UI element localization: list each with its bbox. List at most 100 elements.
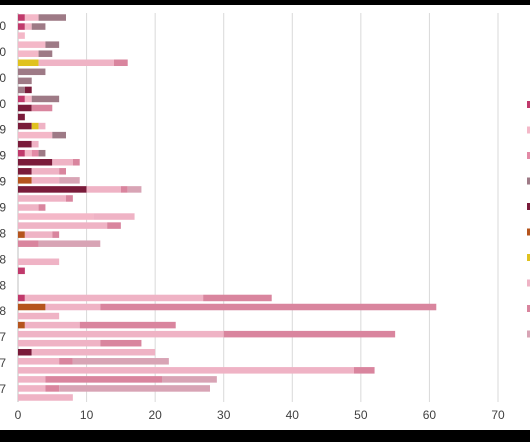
y-tick-label: 9 [0,149,6,163]
legend-swatch [527,254,530,261]
bar-segment [18,32,25,39]
legend-swatch [527,228,530,236]
y-tick-label: 8 [0,226,6,240]
bar-segment [79,321,176,329]
bar-segment [18,140,32,148]
bar-segment [38,59,115,67]
bar-segment [18,122,32,130]
y-axis-ticks: 0 0 0 0 9 9 9 9 8 8 8 8 7 7 7 [0,19,6,396]
x-tick-label: 50 [354,408,368,422]
bar-segment [18,376,46,383]
bar-segment [31,95,60,103]
legend-swatch [527,177,530,185]
bar-segment [24,23,32,30]
bar-segment [24,294,204,302]
bar-segment [18,339,101,347]
bar-segment [18,41,46,48]
bar-segment [59,168,66,175]
legend-swatch [527,152,530,159]
y-tick-label: 0 [0,19,6,33]
bar-segment [52,131,66,139]
x-axis-ticks: 0 10 20 30 40 50 60 70 [15,408,505,422]
x-tick-label: 70 [491,408,505,422]
bar-segment [31,23,46,30]
bar-segment [18,294,25,302]
bar-segment [31,104,53,112]
y-tick-label: 8 [0,304,6,318]
bar-segment [18,149,25,157]
bar-segment [59,358,73,365]
bar-segment [18,14,25,21]
bar-segment [120,186,128,193]
bar-segment [38,149,46,157]
bar-segment [18,177,32,184]
bar-segment [18,23,25,30]
bar-segment [24,149,32,157]
bar-segment [18,231,25,238]
bar-segment [31,122,39,130]
y-tick-label: 0 [0,45,6,59]
bar-segment [203,294,272,302]
bar-segment [38,14,66,21]
bar-segment [18,186,87,193]
bar-segment [354,367,375,374]
bar-segment [18,385,46,392]
y-tick-label: 0 [0,97,6,111]
legend-swatch [527,305,530,312]
y-tick-label: 9 [0,123,6,137]
bar-segment [127,186,142,193]
bar-segment [18,168,32,175]
y-tick-label: 9 [0,201,6,215]
bar-segment [66,195,73,202]
y-tick-label: 7 [0,330,6,344]
bar-segment [18,258,60,266]
bar-segment [18,95,25,103]
y-tick-label: 0 [0,71,6,85]
bar-segment [18,358,60,365]
bar-segment [18,312,60,320]
bar-segment [18,204,39,211]
bar-segment [18,394,73,401]
bar-segment [18,159,53,166]
bar-segment [18,222,108,229]
bar-segment [18,50,39,57]
bar-segment [72,159,80,166]
bar-segment [18,321,25,329]
bar-segment [24,321,80,329]
bar-segment [52,231,60,238]
bar-segment [18,348,32,356]
legend-swatch [527,101,530,108]
x-tick-label: 20 [148,408,162,422]
bar-segment [162,376,217,383]
bar-segment [18,267,25,275]
bar-segment [18,303,46,311]
bar-segment [18,77,32,85]
bar-segment [100,303,437,311]
legend-swatch [527,203,530,210]
bar-segment [86,186,121,193]
bar-segment [100,339,142,347]
legend-swatch [527,279,530,287]
bar-segment [45,385,60,392]
bar-segment [24,231,53,238]
y-tick-label: 7 [0,356,6,370]
bar-segment [107,222,121,229]
bar-segment [18,213,94,220]
bar-segment [18,131,53,139]
bar-segment [18,240,39,247]
bar-segment [18,59,39,67]
bar-segment [52,159,73,166]
bar-segment [24,95,32,103]
bars [18,14,437,401]
bar-segment [114,59,128,67]
bar-segment [18,113,25,121]
bar-segment [31,149,39,157]
bar-segment [18,68,46,76]
bar-segment [24,14,39,21]
bar-segment [45,41,60,48]
chart: 0 10 20 30 40 50 60 70 0 0 0 0 9 9 9 9 8 8 8 8 7 7 7 [0,13,530,422]
bar-segment [45,376,162,383]
bar-segment [45,303,101,311]
bar-segment [31,168,60,175]
bar-segment [18,195,66,202]
